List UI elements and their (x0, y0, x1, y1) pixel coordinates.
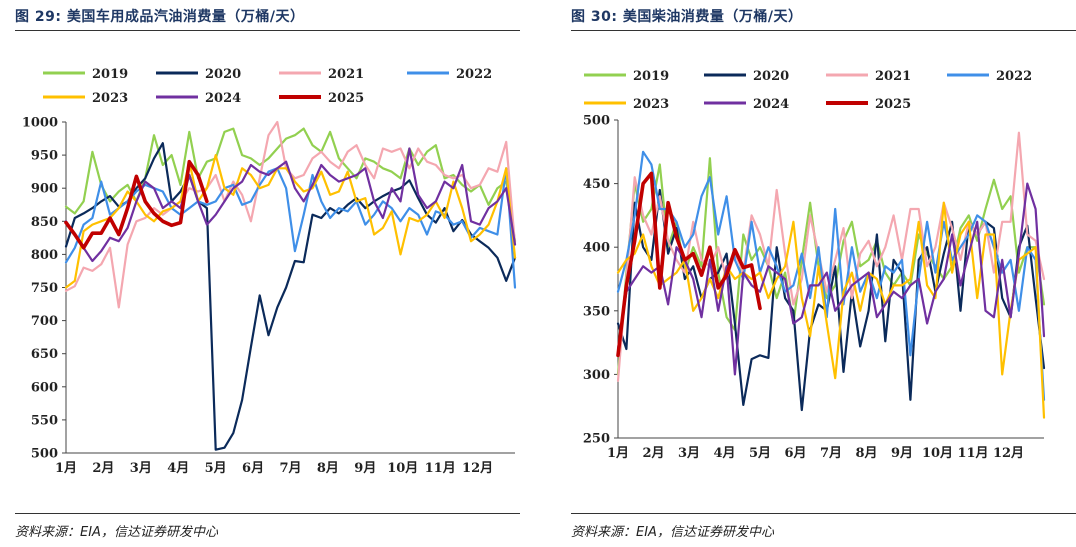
x-tick-label: 12月 (993, 446, 1024, 461)
legend-label-2024: 2024 (205, 91, 241, 106)
x-tick-label: 5月 (749, 446, 771, 461)
x-tick-label: 2月 (642, 446, 664, 461)
y-tick-label: 750 (31, 281, 58, 296)
legend-label-2023: 2023 (633, 97, 669, 112)
x-tick-label: 7月 (820, 446, 842, 461)
y-tick-label: 900 (31, 182, 58, 197)
x-tick-label: 4月 (167, 461, 189, 476)
title-divider (571, 30, 1076, 31)
series-line-2020 (616, 188, 1046, 412)
x-tick-label: 6月 (242, 461, 264, 476)
source-note: 资料来源：EIA，信达证券研发中心 (571, 525, 774, 540)
x-tick-label: 11月 (425, 461, 456, 476)
y-tick-label: 400 (583, 241, 610, 256)
x-tick-label: 6月 (784, 446, 806, 461)
x-tick-label: 2月 (92, 461, 114, 476)
x-tick-label: 12月 (462, 461, 493, 476)
series-line-2022 (616, 150, 1046, 401)
y-tick-label: 300 (583, 368, 610, 383)
x-tick-label: 4月 (713, 446, 735, 461)
y-tick-label: 850 (31, 215, 58, 230)
x-tick-label: 8月 (317, 461, 339, 476)
legend-label-2020: 2020 (205, 67, 241, 82)
source-note: 资料来源：EIA，信达证券研发中心 (15, 525, 218, 540)
y-tick-label: 250 (583, 432, 610, 447)
series-line-2024 (616, 182, 1046, 376)
legend-label-2019: 2019 (92, 67, 128, 82)
legend-label-2024: 2024 (753, 97, 789, 112)
y-tick-label: 500 (583, 114, 610, 129)
series-line-2025 (64, 159, 209, 250)
legend-label-2025: 2025 (328, 91, 364, 106)
legend-label-2019: 2019 (633, 69, 669, 84)
y-tick-label: 650 (31, 347, 58, 362)
y-tick-label: 700 (31, 314, 58, 329)
y-tick-label: 600 (31, 380, 58, 395)
x-tick-label: 9月 (891, 446, 913, 461)
legend-label-2021: 2021 (328, 67, 364, 82)
x-tick-label: 5月 (205, 461, 227, 476)
y-tick-label: 500 (31, 447, 58, 462)
chart-title: 图 30: 美国柴油消费量（万桶/天） (571, 9, 803, 25)
source-divider (15, 513, 520, 514)
legend-label-2021: 2021 (875, 69, 911, 84)
y-tick-label: 800 (31, 248, 58, 263)
x-tick-label: 7月 (279, 461, 301, 476)
y-tick-label: 550 (31, 413, 58, 428)
x-tick-label: 3月 (678, 446, 700, 461)
x-tick-label: 1月 (607, 446, 629, 461)
legend-label-2020: 2020 (753, 69, 789, 84)
title-divider (15, 30, 520, 31)
series-line-2025 (616, 171, 762, 358)
x-tick-label: 9月 (354, 461, 376, 476)
x-tick-label: 10月 (922, 446, 953, 461)
x-tick-label: 8月 (855, 446, 877, 461)
source-divider (571, 513, 1076, 514)
x-tick-label: 1月 (55, 461, 77, 476)
x-tick-label: 10月 (387, 461, 418, 476)
gasoline-chart-panel: 图 29: 美国车用成品汽油消费量（万桶/天） 1000 950 900 850 800… (0, 0, 520, 547)
legend-label-2023: 2023 (92, 91, 128, 106)
y-tick-label: 950 (31, 149, 58, 164)
series-line-2020 (64, 142, 517, 451)
x-tick-label: 3月 (130, 461, 152, 476)
chart-title: 图 29: 美国车用成品汽油消费量（万桶/天） (15, 9, 305, 25)
y-tick-label: 350 (583, 304, 610, 319)
series-line-2023 (616, 201, 1046, 419)
diesel-chart-panel: 图 30: 美国柴油消费量（万桶/天） 500 450 400 350 300 250 1月… (556, 0, 1076, 547)
legend-label-2022: 2022 (456, 67, 492, 82)
legend-label-2025: 2025 (875, 97, 911, 112)
legend-label-2022: 2022 (996, 69, 1032, 84)
y-tick-label: 1000 (22, 116, 58, 131)
y-tick-label: 450 (583, 177, 610, 192)
x-tick-label: 11月 (957, 446, 988, 461)
